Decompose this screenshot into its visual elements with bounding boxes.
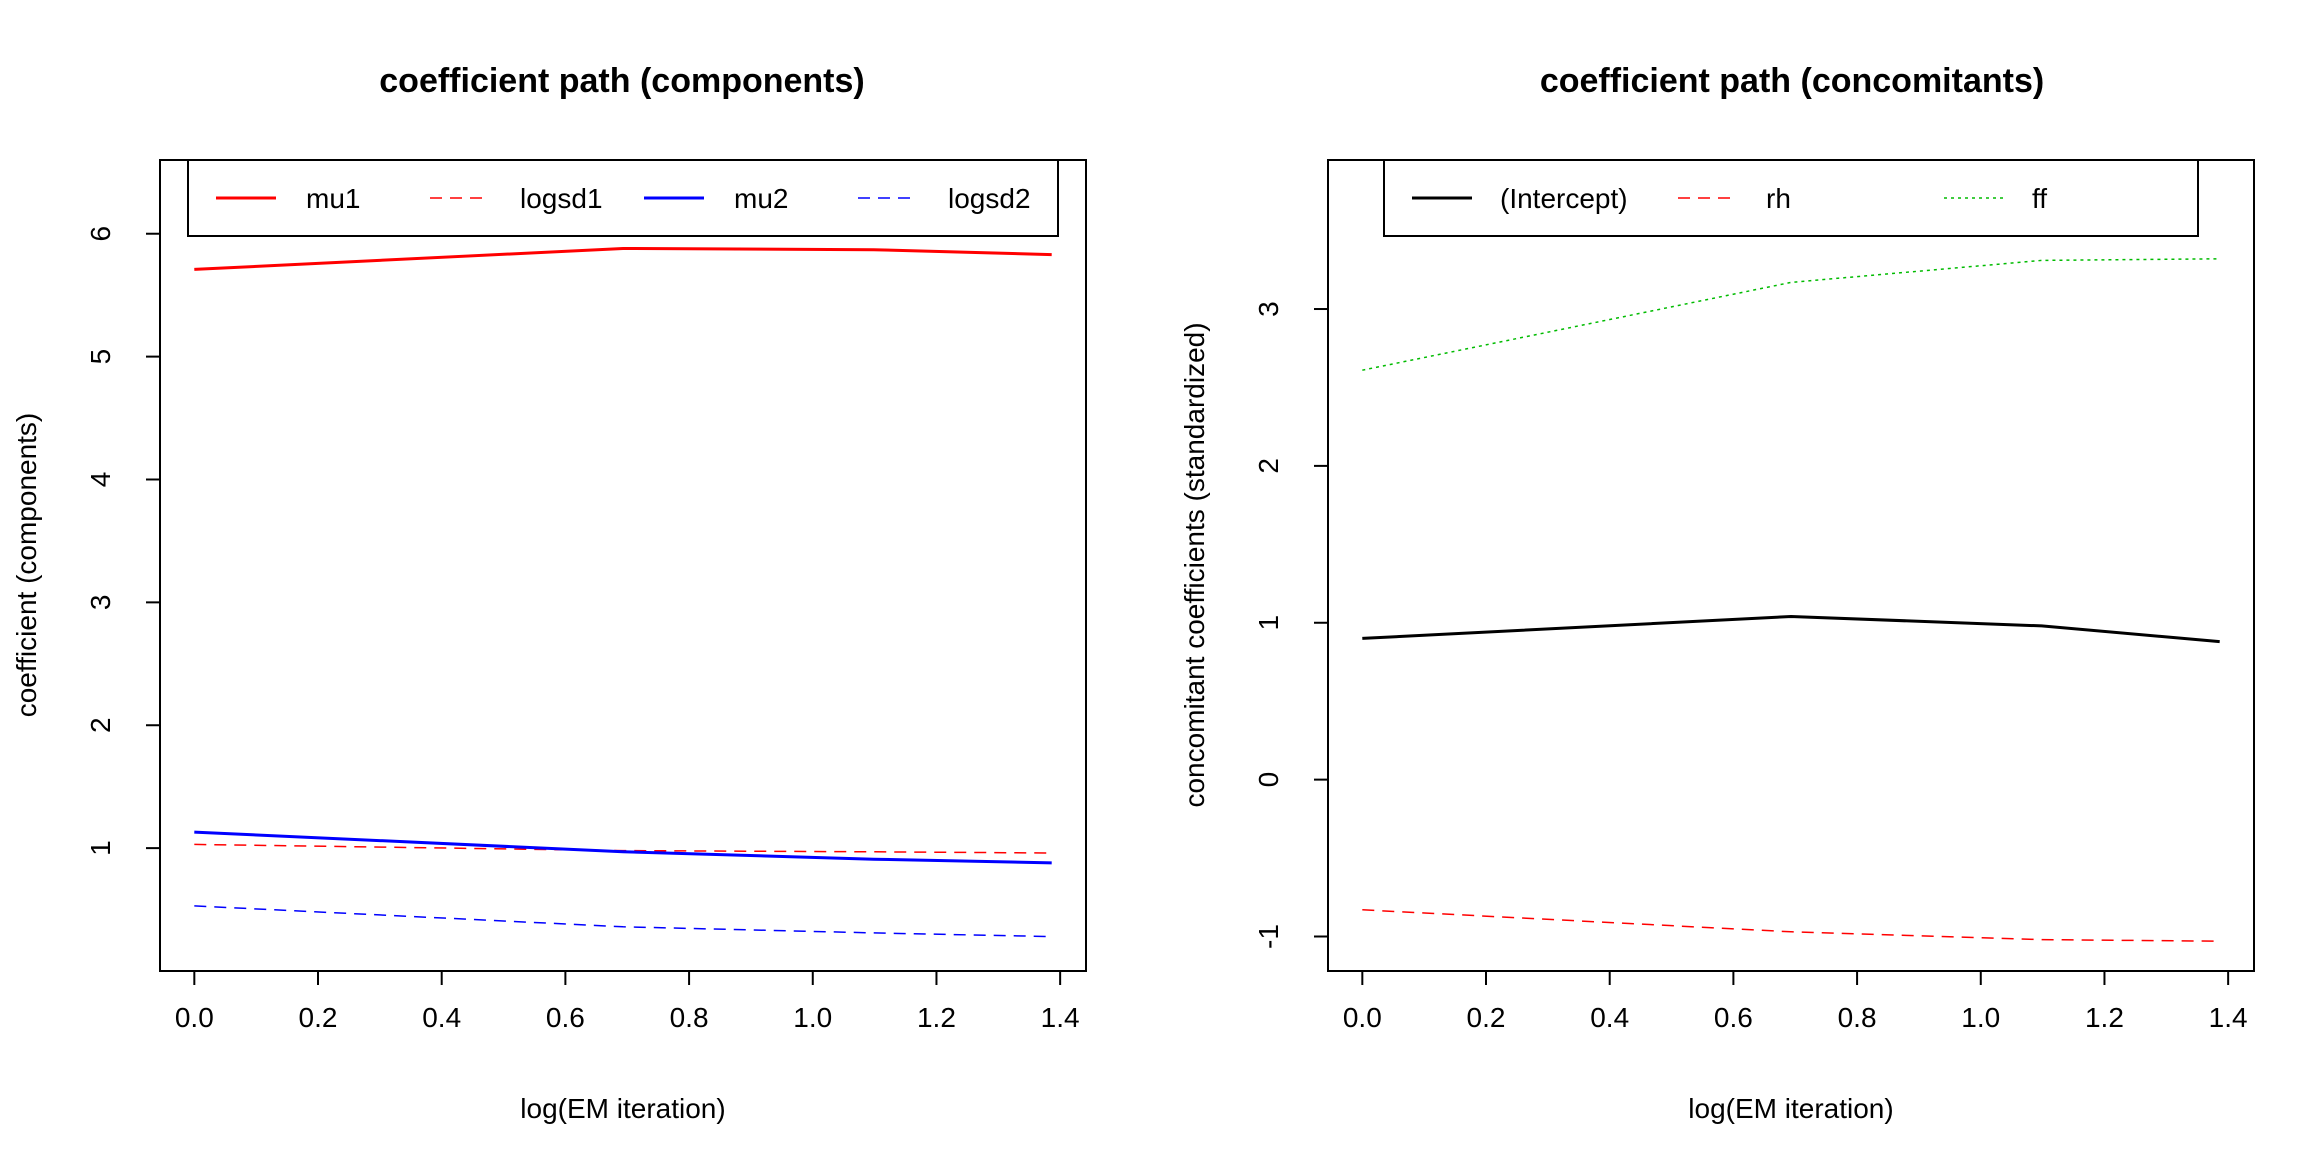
x-tick-label: 1.2 xyxy=(917,1002,956,1033)
panel-components: coefficient path (components) log(EM ite… xyxy=(11,62,1087,1124)
series-line-ff xyxy=(1362,258,2220,371)
y-axis: -1 0 1 2 3 xyxy=(1253,301,1328,949)
series-lines xyxy=(1362,258,2220,942)
x-axis-label: log(EM iteration) xyxy=(1688,1093,1893,1124)
x-tick-label: 0.4 xyxy=(422,1002,461,1033)
legend-box xyxy=(187,159,1059,237)
x-tick-label: 0.0 xyxy=(1343,1002,1382,1033)
series-line-intercept xyxy=(1362,614,2220,644)
series-lines xyxy=(194,246,1052,938)
y-tick-label: 1 xyxy=(85,840,116,856)
legend: (Intercept) rh ff xyxy=(1383,159,2199,237)
y-tick-label: 2 xyxy=(85,717,116,733)
legend-items: (Intercept) rh ff xyxy=(1412,183,2047,214)
y-tick-label: 4 xyxy=(85,472,116,488)
legend-label: mu2 xyxy=(734,183,788,214)
series-line-mu2 xyxy=(194,830,1052,865)
x-tick-label: 0.8 xyxy=(670,1002,709,1033)
legend-label: logsd2 xyxy=(948,183,1031,214)
x-tick-label: 1.4 xyxy=(1041,1002,1080,1033)
x-tick-label: 0.2 xyxy=(299,1002,338,1033)
y-tick-label: 3 xyxy=(1253,301,1284,317)
y-axis-label: coefficient (components) xyxy=(11,413,42,718)
x-tick-label: 1.2 xyxy=(2085,1002,2124,1033)
series-line-rh xyxy=(1362,909,2220,942)
y-axis-label: concomitant coefficients (standardized) xyxy=(1179,322,1210,807)
plot-frame xyxy=(1327,159,2255,972)
x-tick-label: 0.6 xyxy=(546,1002,585,1033)
legend-items: mu1 logsd1 mu2 logsd2 xyxy=(216,183,1031,214)
x-tick-label: 0.6 xyxy=(1714,1002,1753,1033)
plot-frame xyxy=(159,159,1087,972)
y-tick-label: 1 xyxy=(1253,615,1284,631)
x-axis-label: log(EM iteration) xyxy=(520,1093,725,1124)
y-tick-label: -1 xyxy=(1253,924,1284,949)
chart-title: coefficient path (concomitants) xyxy=(1540,62,2044,100)
series-line-mu1 xyxy=(194,246,1052,271)
y-tick-label: 2 xyxy=(1253,458,1284,474)
panel-concomitants: coefficient path (concomitants) log(EM i… xyxy=(1179,62,2255,1124)
x-tick-label: 0.4 xyxy=(1590,1002,1629,1033)
x-tick-label: 0.2 xyxy=(1467,1002,1506,1033)
y-axis: 1 2 3 4 5 6 xyxy=(85,226,160,856)
legend: mu1 logsd1 mu2 logsd2 xyxy=(187,159,1059,237)
x-tick-label: 0.8 xyxy=(1838,1002,1877,1033)
legend-label: (Intercept) xyxy=(1500,183,1628,214)
x-tick-label: 1.4 xyxy=(2209,1002,2248,1033)
legend-label: logsd1 xyxy=(520,183,603,214)
y-tick-label: 3 xyxy=(85,595,116,611)
y-tick-label: 6 xyxy=(85,226,116,242)
chart-title: coefficient path (components) xyxy=(379,62,864,100)
x-axis: 0.0 0.2 0.4 0.6 0.8 1.0 1.2 1.4 xyxy=(175,971,1080,1033)
legend-label: mu1 xyxy=(306,183,360,214)
y-tick-label: 0 xyxy=(1253,772,1284,788)
x-axis: 0.0 0.2 0.4 0.6 0.8 1.0 1.2 1.4 xyxy=(1343,971,2248,1033)
y-tick-label: 5 xyxy=(85,349,116,365)
x-tick-label: 0.0 xyxy=(175,1002,214,1033)
series-line-logsd2 xyxy=(194,905,1052,938)
x-tick-label: 1.0 xyxy=(1961,1002,2000,1033)
legend-box xyxy=(1383,159,2199,237)
series-line-logsd1 xyxy=(194,843,1052,854)
legend-label: ff xyxy=(2032,183,2047,214)
x-tick-label: 1.0 xyxy=(793,1002,832,1033)
legend-label: rh xyxy=(1766,183,1791,214)
